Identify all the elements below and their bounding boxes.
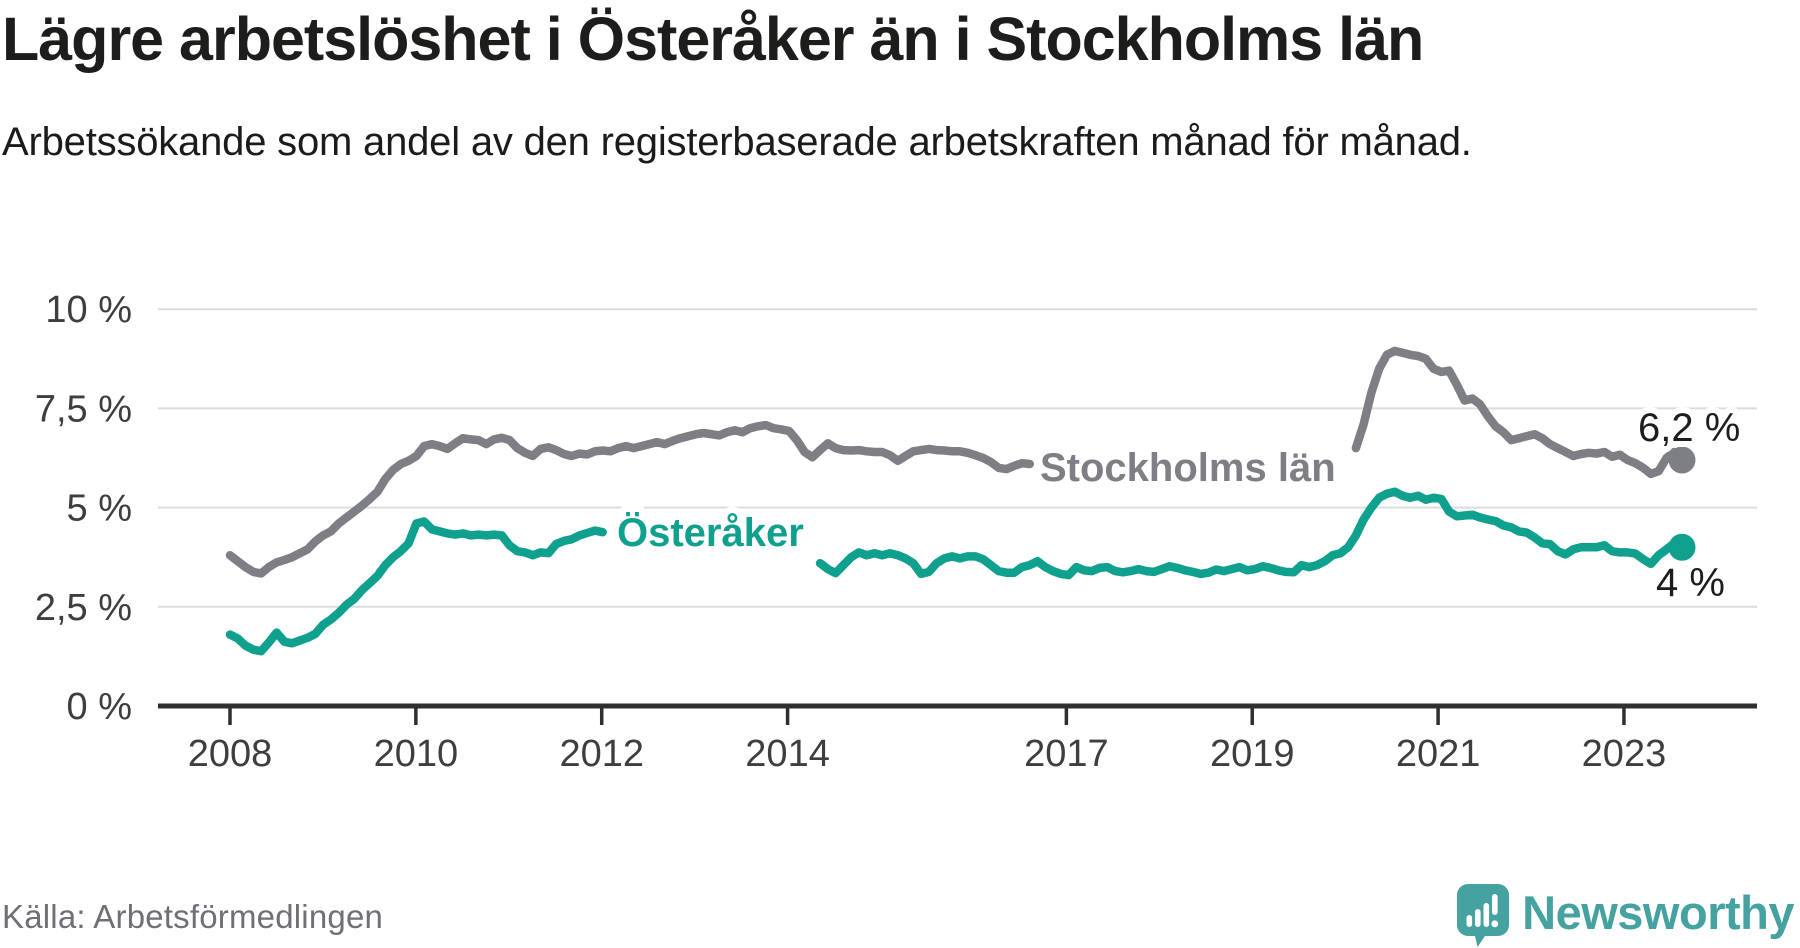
series-end-dot — [1668, 446, 1696, 474]
x-axis-tick-label: 2008 — [188, 733, 273, 775]
x-axis-tick-label: 2014 — [745, 733, 830, 775]
y-axis-tick-label: 0 % — [67, 686, 132, 728]
series-line-osteraker — [225, 487, 1687, 656]
y-axis-tick-label: 2,5 % — [35, 587, 132, 629]
series-end-dot — [1668, 533, 1696, 561]
y-axis-tick-label: 7,5 % — [35, 388, 132, 430]
series-line-stockholms-lan — [225, 346, 1687, 578]
series-end-value-label: 6,2 % — [1638, 406, 1740, 450]
y-axis-tick-label: 5 % — [67, 488, 132, 530]
newsworthy-logo: Newsworthy — [1457, 882, 1794, 948]
series-end-value-label: 4 % — [1656, 561, 1725, 605]
x-axis-tick-label: 2021 — [1396, 733, 1481, 775]
newsworthy-wordmark: Newsworthy — [1522, 885, 1794, 939]
source-note: Källa: Arbetsförmedlingen — [2, 898, 384, 935]
x-axis-tick-label: 2023 — [1582, 733, 1667, 775]
x-axis-tick-label: 2017 — [1024, 733, 1109, 775]
x-axis-tick-label: 2010 — [374, 733, 459, 775]
x-axis-tick-label: 2012 — [559, 733, 644, 775]
newsworthy-icon — [1457, 883, 1510, 947]
y-axis-tick-label: 10 % — [45, 289, 132, 331]
page-subtitle: Arbetssökande som andel av den registerb… — [2, 120, 1472, 164]
x-axis-tick-label: 2019 — [1210, 733, 1295, 775]
page-title: Lägre arbetslöshet i Österåker än i Stoc… — [2, 5, 1424, 73]
series-label: Stockholms län — [1040, 446, 1336, 490]
series-label: Österåker — [617, 510, 804, 555]
